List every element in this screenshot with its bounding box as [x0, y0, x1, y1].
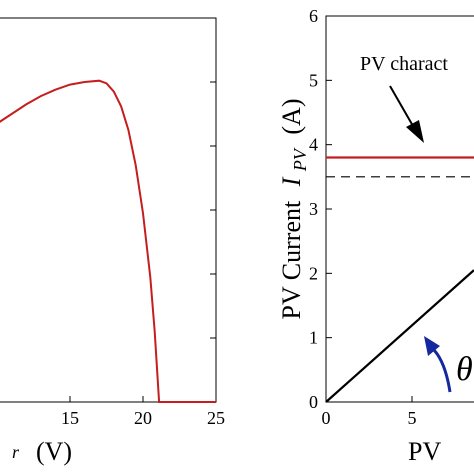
right-y-axis-label-unit: (A) — [277, 99, 306, 135]
right-y-axis-label: PV Current I PV (A) — [277, 99, 312, 320]
right-tick-labels: 0 1 2 3 4 5 6 0 5 — [309, 6, 417, 428]
right-y-axis-label-symbol: I — [277, 176, 306, 187]
left-x-axis-label: (V) — [36, 437, 72, 466]
right-y-axis-label-text: PV Current — [277, 200, 306, 319]
left-plot: 15 20 25 (V) r — [0, 17, 225, 466]
left-tick-labels: 15 20 25 — [61, 408, 225, 428]
left-series-line — [0, 79, 216, 403]
right-x-axis-label: PV — [408, 437, 441, 466]
right-y-tick-label: 0 — [309, 392, 318, 412]
left-x-tick-label: 15 — [61, 408, 79, 428]
theta-label: θ — [456, 351, 473, 388]
right-series-black-line — [325, 269, 474, 403]
left-plot-frame — [0, 17, 217, 403]
theta-arc-arrow — [424, 336, 452, 393]
right-plot: 0 1 2 3 4 5 6 0 5 PV charact θ PV PV Current I P… — [277, 6, 474, 466]
left-x-tick-label: 20 — [134, 408, 152, 428]
right-y-axis-label-subscript: PV — [290, 147, 310, 172]
left-x-tick-label: 25 — [207, 408, 225, 428]
right-y-tick-label: 5 — [309, 70, 318, 90]
right-x-tick-label: 5 — [408, 408, 417, 428]
right-y-tick-label: 4 — [309, 135, 318, 155]
right-y-tick-label: 6 — [309, 6, 318, 26]
pv-characteristic-annotation: PV charact — [360, 53, 448, 75]
right-x-tick-label: 0 — [322, 408, 331, 428]
left-tick-marks — [69, 17, 217, 403]
right-y-tick-label: 2 — [309, 263, 318, 283]
right-y-tick-label: 1 — [309, 328, 318, 348]
annotation-arrow — [389, 85, 424, 143]
left-x-axis-subscript-fragment: r — [12, 442, 20, 462]
right-y-tick-label: 3 — [309, 199, 318, 219]
